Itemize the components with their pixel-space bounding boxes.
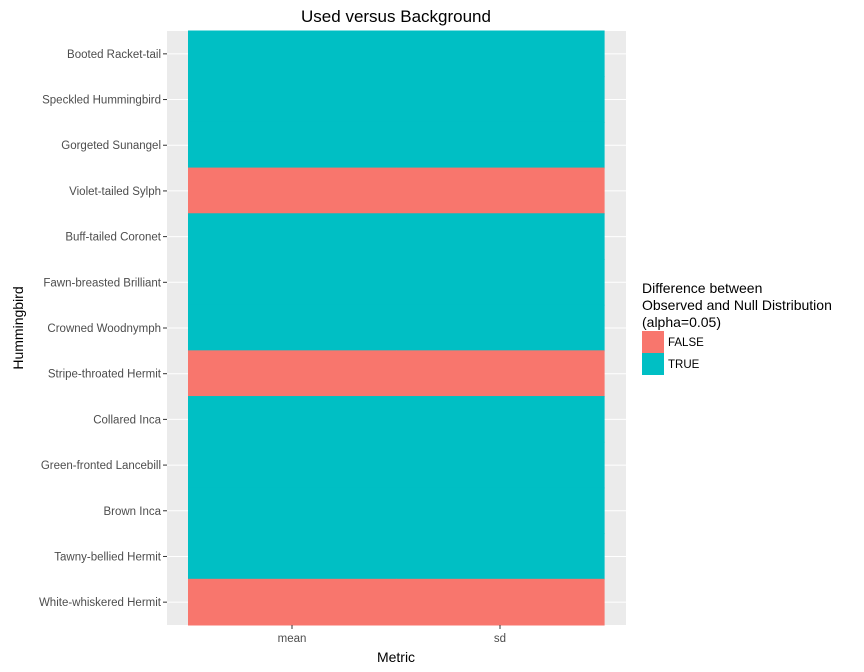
heatmap-tile: [396, 167, 605, 215]
heatmap-tile: [396, 76, 605, 123]
heatmap-tile: [396, 304, 605, 352]
legend-key-label: FALSE: [668, 337, 704, 349]
y-tick-label: White-whiskered Hermit: [39, 597, 162, 609]
heatmap-tile: [396, 121, 605, 169]
heatmap-tile: [188, 76, 397, 123]
heatmap-tile: [396, 213, 605, 260]
y-tick-label: Collared Inca: [93, 414, 161, 426]
heatmap-tile: [396, 441, 605, 489]
y-tick-label: Stripe-throated Hermit: [48, 369, 162, 381]
legend-key-label: TRUE: [668, 359, 700, 371]
heatmap-tile: [396, 30, 605, 78]
y-tick-label: Fawn-breasted Brilliant: [43, 277, 161, 289]
y-tick-label: Booted Racket-tail: [67, 49, 161, 61]
heatmap-tile: [188, 258, 397, 306]
heatmap-tile: [188, 487, 397, 535]
legend-key-swatch: [642, 331, 664, 353]
legend-title-line-3: (alpha=0.05): [642, 314, 721, 330]
y-tick-label: Tawny-bellied Hermit: [54, 551, 162, 563]
legend-key-swatch: [642, 353, 664, 375]
heatmap-tile: [396, 487, 605, 535]
heatmap-tile: [188, 350, 397, 398]
legend-title-line-2: Observed and Null Distribution: [642, 297, 832, 313]
y-tick-label: Gorgeted Sunangel: [61, 140, 161, 152]
heatmap-tile: [396, 578, 605, 626]
heatmap-tile: [188, 304, 397, 352]
heatmap-tile: [396, 396, 605, 443]
y-tick-label: Crowned Woodnymph: [47, 323, 161, 335]
heatmap-tile: [188, 441, 397, 489]
heatmap-tile: [396, 258, 605, 306]
x-tick-label: mean: [278, 633, 307, 645]
heatmap-tiles: [188, 30, 605, 626]
x-axis-title: Metric: [377, 649, 415, 665]
heatmap-tile: [188, 30, 397, 78]
heatmap-tile: [396, 533, 605, 580]
legend-keys: FALSE TRUE: [642, 331, 704, 375]
chart-title: Used versus Background: [301, 7, 491, 26]
y-tick-label: Violet-tailed Sylph: [69, 186, 161, 198]
heatmap-tile: [396, 350, 605, 398]
legend: Difference between Observed and Null Dis…: [642, 280, 832, 375]
legend-title-line-1: Difference between: [642, 280, 762, 296]
heatmap-tile: [188, 533, 397, 580]
heatmap-tile: [188, 167, 397, 215]
x-axis-ticks: mean sd: [278, 625, 506, 645]
y-axis-title: Hummingbird: [10, 286, 26, 369]
heatmap-tile: [188, 578, 397, 626]
y-tick-label: Green-fronted Lancebill: [41, 460, 161, 472]
heatmap-tile: [188, 213, 397, 260]
y-tick-label: Brown Inca: [103, 506, 161, 518]
heatmap-tile: [188, 396, 397, 443]
y-tick-label: Speckled Hummingbird: [42, 95, 161, 107]
heatmap-tile: [188, 121, 397, 169]
y-axis-ticks: Booted Racket-tail Speckled Hummingbird Go…: [39, 49, 167, 609]
x-tick-label: sd: [494, 633, 506, 645]
y-tick-label: Buff-tailed Coronet: [65, 232, 161, 244]
